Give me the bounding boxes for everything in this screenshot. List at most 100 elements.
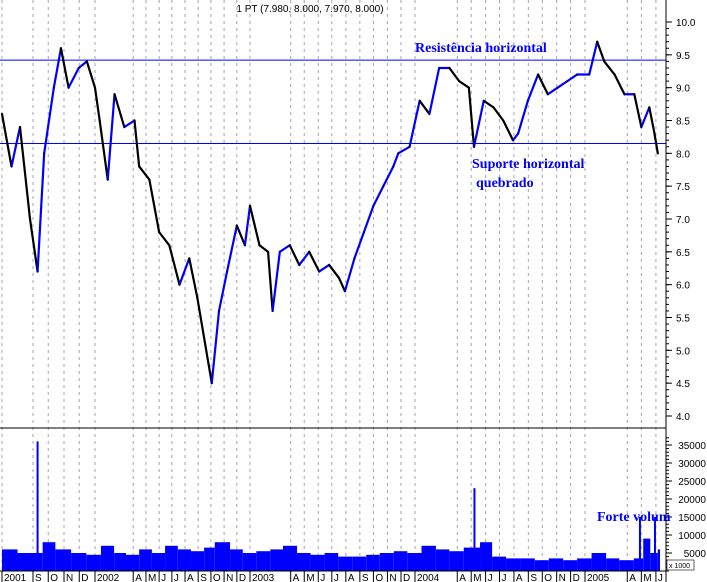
price-point	[648, 106, 651, 109]
price-segment	[278, 244, 291, 253]
volume-bar	[421, 545, 436, 571]
price-point	[36, 270, 39, 273]
x-tick-label: M	[306, 573, 314, 582]
volume-bar	[100, 545, 115, 571]
price-point	[502, 119, 505, 122]
price-segment	[467, 86, 476, 148]
price-point	[428, 113, 431, 115]
price-point	[258, 244, 261, 247]
x-tick-label: A	[348, 573, 355, 582]
price-segment	[517, 99, 529, 135]
x-tick-label: A	[629, 573, 636, 582]
volume-bar	[71, 553, 87, 571]
price-point	[372, 205, 375, 207]
price-point	[138, 165, 140, 168]
price-point	[106, 178, 109, 181]
price-point	[392, 165, 395, 168]
price-segment	[492, 106, 505, 122]
volume-bar	[577, 558, 592, 571]
price-segment	[77, 60, 88, 70]
price-segment	[178, 257, 191, 286]
x-tick-label: A	[187, 573, 194, 582]
price-point	[94, 86, 96, 89]
volume-bar	[270, 549, 283, 571]
support-label-line2: quebrado	[476, 176, 534, 191]
price-point	[318, 270, 320, 273]
x-tick-label: 2001	[4, 573, 27, 582]
volume-bar	[449, 551, 464, 571]
price-point	[596, 40, 599, 43]
price-point	[438, 67, 440, 69]
volume-bar	[324, 553, 339, 571]
x-tick-label: S	[35, 573, 42, 582]
price-point	[468, 86, 470, 89]
price-segment	[10, 125, 22, 168]
price-point	[653, 132, 656, 135]
price-tick-label: 8.5	[676, 117, 690, 128]
x-tick-label: S	[200, 573, 207, 582]
price-segment	[308, 250, 321, 273]
price-point	[178, 283, 181, 286]
price-segment	[36, 152, 46, 273]
price-segment	[653, 132, 659, 155]
volume-bar	[463, 547, 481, 571]
price-tick-label: 10.0	[676, 18, 696, 29]
price-segment	[298, 250, 311, 267]
volume-bar	[283, 545, 298, 571]
price-segment	[243, 204, 252, 247]
price-segment	[196, 296, 213, 385]
price-point	[98, 119, 101, 122]
price-segment	[458, 79, 470, 89]
price-point	[236, 224, 238, 227]
volume-bar	[379, 553, 394, 571]
price-segment	[158, 231, 171, 247]
price-point	[566, 80, 569, 82]
price-point	[408, 145, 411, 148]
price-tick-label: 5.0	[676, 346, 690, 357]
support-label: Suporte horizontal	[472, 157, 585, 172]
price-tick-label: 6.5	[676, 248, 690, 259]
price-segment	[248, 204, 261, 247]
price-point	[244, 244, 246, 247]
volume-bar	[563, 560, 578, 571]
price-tick-label: 4.5	[676, 379, 690, 390]
volume-bar	[619, 560, 634, 571]
price-point	[148, 178, 151, 181]
x-tick-label: N	[226, 573, 233, 582]
price-point	[218, 310, 220, 312]
x-tick-label: N	[66, 573, 73, 582]
price-point	[288, 244, 291, 247]
x-tick-label: N	[389, 573, 396, 582]
price-point	[133, 119, 136, 122]
price-segment	[566, 73, 579, 83]
volume-unit-box	[666, 559, 695, 571]
price-segment	[588, 40, 599, 76]
volume-bar	[534, 560, 549, 571]
price-segment	[640, 106, 651, 129]
price-tick-label: 6.0	[676, 281, 690, 292]
price-segment	[225, 224, 238, 273]
x-tick-label: N	[559, 573, 566, 582]
x-tick-label: M	[148, 573, 156, 582]
x-tick-label: D	[239, 573, 246, 582]
price-segment	[448, 66, 461, 83]
price-segment	[148, 178, 161, 234]
x-tick-label: J	[502, 573, 507, 582]
price-point	[267, 251, 269, 253]
price-point	[656, 152, 659, 155]
price-point	[29, 218, 31, 220]
price-segment	[266, 250, 274, 313]
volume-spike-bar	[653, 517, 656, 571]
price-point	[53, 86, 55, 89]
x-tick-label: J	[658, 573, 663, 582]
x-tick-label: M	[473, 573, 481, 582]
x-tick-label: O	[213, 573, 221, 582]
volume-bar	[657, 549, 660, 571]
price-segment	[67, 66, 80, 89]
x-tick-label: O	[375, 573, 383, 582]
x-tick-label: 2003	[252, 573, 275, 582]
price-point	[158, 231, 160, 233]
price-tick-label: 8.0	[676, 149, 690, 160]
price-segment	[188, 257, 199, 299]
price-point	[10, 165, 13, 168]
